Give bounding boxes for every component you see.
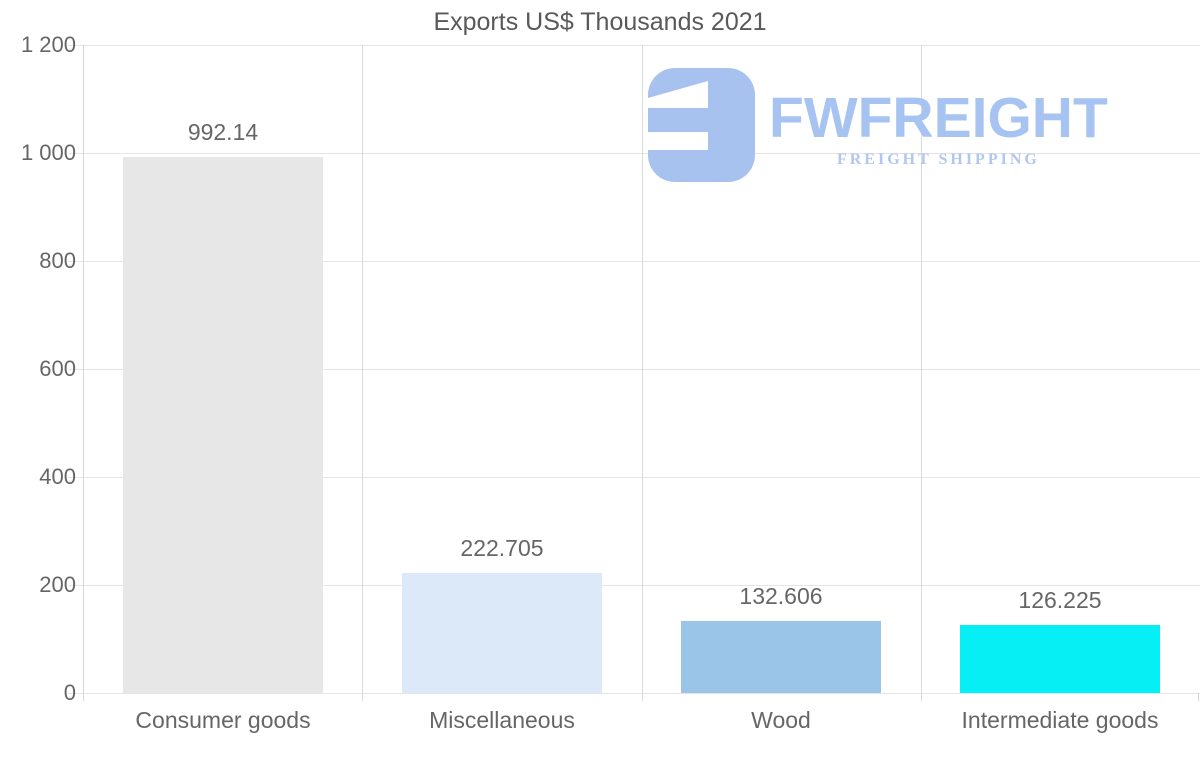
y-gridline [68, 585, 1200, 586]
category-separator-line [642, 45, 643, 701]
bar [123, 157, 323, 693]
y-gridline [68, 153, 1200, 154]
brand-name: FWFREIGHT [769, 86, 1108, 150]
y-axis-tick-label: 1 000 [20, 140, 76, 165]
x-axis-category-label: Miscellaneous [429, 707, 575, 733]
y-axis-tick-label: 200 [39, 572, 76, 597]
category-separator-line [921, 45, 922, 701]
bar [402, 572, 602, 693]
bar [960, 624, 1160, 693]
bar-value-label: 132.606 [739, 583, 823, 610]
y-gridline [68, 477, 1200, 478]
y-gridline [68, 45, 1200, 46]
x-axis-category-label: Consumer goods [135, 707, 311, 733]
chart-title: Exports US$ Thousands 2021 [433, 8, 767, 36]
baseline-end-tick [1198, 693, 1199, 701]
x-axis-category-label: Intermediate goods [961, 707, 1159, 733]
y-axis-line [83, 45, 84, 701]
brand-text-block: FWFREIGHT FREIGHT SHIPPING [769, 86, 1108, 169]
y-axis-tick-label: 0 [63, 680, 76, 705]
y-gridline [68, 369, 1200, 370]
y-axis-tick-label: 400 [39, 464, 76, 489]
y-axis-tick-label: 800 [39, 248, 76, 273]
bar-value-label: 992.14 [187, 119, 259, 146]
y-axis-tick-label: 1 200 [20, 32, 76, 57]
bar-value-label: 126.225 [1018, 586, 1102, 613]
category-separator-line [362, 45, 363, 701]
fwfreight-brand-icon [648, 68, 755, 182]
y-gridline [68, 261, 1200, 262]
y-axis-tick-label: 600 [39, 356, 76, 381]
bar [681, 621, 881, 693]
y-gridline [68, 693, 1200, 694]
watermark-logo: FWFREIGHT FREIGHT SHIPPING [648, 68, 1108, 182]
brand-tagline: FREIGHT SHIPPING [836, 151, 1040, 169]
bar-value-label: 222.705 [460, 534, 544, 561]
x-axis-category-label: Wood [751, 707, 811, 733]
